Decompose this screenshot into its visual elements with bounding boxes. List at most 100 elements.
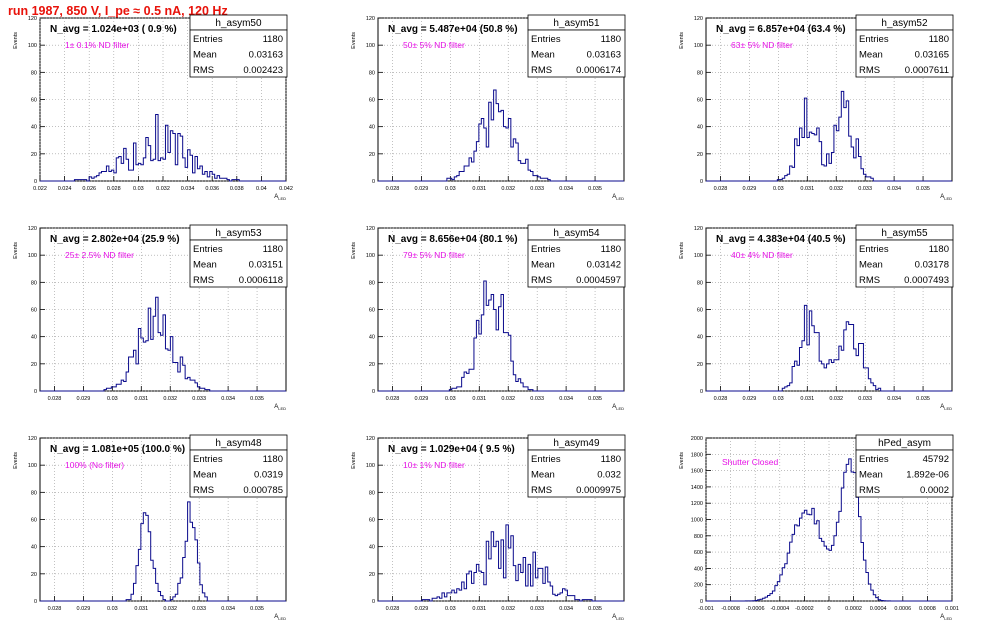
x-tick-label: 0.028 — [48, 396, 62, 402]
x-tick-label: 0.032 — [156, 186, 170, 192]
filter-note: 40± 4% ND filter — [731, 250, 793, 260]
stats-value: 0.032 — [597, 470, 621, 481]
y-tick-label: 60 — [369, 98, 375, 104]
n-avg-label: N_avg = 8.656e+04 (80.1 %) — [388, 234, 518, 245]
stats-box — [855, 449, 954, 498]
stats-label: RMS — [193, 485, 214, 496]
y-tick-label: 60 — [31, 98, 37, 104]
histogram-series — [706, 304, 952, 392]
x-axis-title: ALED — [940, 614, 952, 621]
stats-box — [527, 239, 626, 288]
y-tick-label: 60 — [31, 308, 37, 314]
stats-value: 1180 — [929, 34, 949, 45]
y-tick-label: 0 — [34, 179, 37, 185]
filter-note: 1± 0.1% ND filter — [65, 40, 129, 50]
stats-label: RMS — [531, 65, 552, 76]
y-tick-label: 60 — [697, 308, 703, 314]
stats-box — [189, 239, 288, 288]
x-tick-label: 0.03 — [773, 396, 784, 402]
y-tick-label: 2000 — [691, 436, 703, 442]
x-tick-label: 0.033 — [192, 396, 206, 402]
x-tick-label: 0.035 — [250, 396, 264, 402]
histogram-panel: 0.028 0.029 0.03 0.031 0.032 0.033 0.034 0.035 0… — [679, 224, 954, 411]
y-tick-label: 40 — [369, 335, 375, 341]
y-tick-label: 20 — [31, 572, 37, 578]
stats-box — [189, 29, 288, 78]
y-axis-title: Events — [351, 32, 357, 49]
x-tick-label: 0.031 — [472, 396, 486, 402]
y-tick-label: 80 — [369, 490, 375, 496]
x-tick-label: 0.035 — [250, 606, 264, 612]
x-tick-label: 0.029 — [743, 396, 757, 402]
stats-value: 0.03151 — [249, 260, 283, 271]
stats-title: h_asym48 — [215, 438, 262, 449]
x-tick-label: 0.035 — [588, 396, 602, 402]
y-tick-label: 20 — [31, 362, 37, 368]
y-tick-label: 1600 — [691, 469, 703, 475]
stats-title: h_asym49 — [553, 438, 600, 449]
stats-title: h_asym50 — [215, 18, 262, 29]
histogram-panel: 0.022 0.024 0.026 0.028 0.03 0.032 0.034 0.036 0… — [13, 14, 293, 201]
x-tick-label: 0.03 — [107, 606, 118, 612]
x-tick-label: 0.028 — [386, 186, 400, 192]
x-tick-label: 0.033 — [858, 396, 872, 402]
stats-label: Entries — [193, 454, 223, 465]
stats-label: Mean — [193, 50, 217, 61]
y-tick-label: 0 — [34, 389, 37, 395]
filter-note: 50± 5% ND filter — [403, 40, 465, 50]
stats-value: 0.0004597 — [576, 275, 621, 286]
stats-value: 1.892e-06 — [906, 470, 949, 481]
stats-title: h_asym54 — [553, 228, 600, 239]
y-tick-label: 100 — [366, 43, 375, 49]
x-tick-label: 0.03 — [445, 396, 456, 402]
filter-note: 79± 5% ND filter — [403, 250, 465, 260]
x-tick-label: 0.034 — [559, 396, 573, 402]
x-tick-label: 0.028 — [386, 396, 400, 402]
n-avg-label: N_avg = 4.383e+04 (40.5 %) — [716, 234, 846, 245]
stats-value: 0.0006174 — [576, 65, 621, 76]
x-tick-label: -0.0006 — [746, 606, 765, 612]
x-tick-label: 0.028 — [107, 186, 121, 192]
x-tick-label: 0.033 — [192, 606, 206, 612]
y-tick-label: 200 — [694, 583, 703, 589]
n-avg-label: N_avg = 1.024e+03 ( 0.9 %) — [50, 24, 177, 35]
y-axis-title: Events — [679, 32, 685, 49]
x-tick-label: 0.029 — [77, 396, 91, 402]
y-tick-label: 120 — [694, 16, 703, 22]
stats-label: Mean — [859, 470, 883, 481]
x-axis-title: ALED — [274, 404, 286, 411]
y-tick-label: 1200 — [691, 501, 703, 507]
y-tick-label: 120 — [28, 436, 37, 442]
stats-label: Mean — [859, 260, 883, 271]
x-tick-label: 0.028 — [714, 396, 728, 402]
x-tick-label: 0.03 — [773, 186, 784, 192]
stats-label: Mean — [193, 260, 217, 271]
x-tick-label: 0.0008 — [919, 606, 936, 612]
histogram-panel: 0.028 0.029 0.03 0.031 0.032 0.033 0.034 0.035 0… — [351, 434, 626, 621]
filter-note: 63± 5% ND filter — [731, 40, 793, 50]
stats-value: 1180 — [601, 454, 621, 465]
stats-box — [527, 29, 626, 78]
x-tick-label: 0.0004 — [870, 606, 887, 612]
x-tick-label: 0.0006 — [894, 606, 911, 612]
y-axis-title: Events — [351, 452, 357, 469]
x-tick-label: 0.032 — [501, 186, 515, 192]
stats-label: Entries — [531, 34, 561, 45]
histogram-series — [40, 501, 286, 602]
stats-label: Entries — [531, 454, 561, 465]
x-tick-label: 0.029 — [77, 606, 91, 612]
stats-label: Entries — [859, 34, 889, 45]
x-tick-label: -0.0008 — [721, 606, 740, 612]
histogram-panel: 0.028 0.029 0.03 0.031 0.032 0.033 0.034 0.035 0… — [13, 434, 288, 621]
x-axis-title: ALED — [940, 404, 952, 411]
x-tick-label: 0.022 — [33, 186, 47, 192]
stats-title: h_asym52 — [881, 18, 928, 29]
stats-label: RMS — [193, 65, 214, 76]
stats-value: 0.0319 — [254, 470, 283, 481]
x-tick-label: 0.032 — [501, 396, 515, 402]
x-tick-label: 0.028 — [48, 606, 62, 612]
y-tick-label: 120 — [28, 226, 37, 232]
stats-title: h_asym53 — [215, 228, 262, 239]
stats-label: RMS — [859, 65, 880, 76]
x-tick-label: 0.034 — [887, 396, 901, 402]
